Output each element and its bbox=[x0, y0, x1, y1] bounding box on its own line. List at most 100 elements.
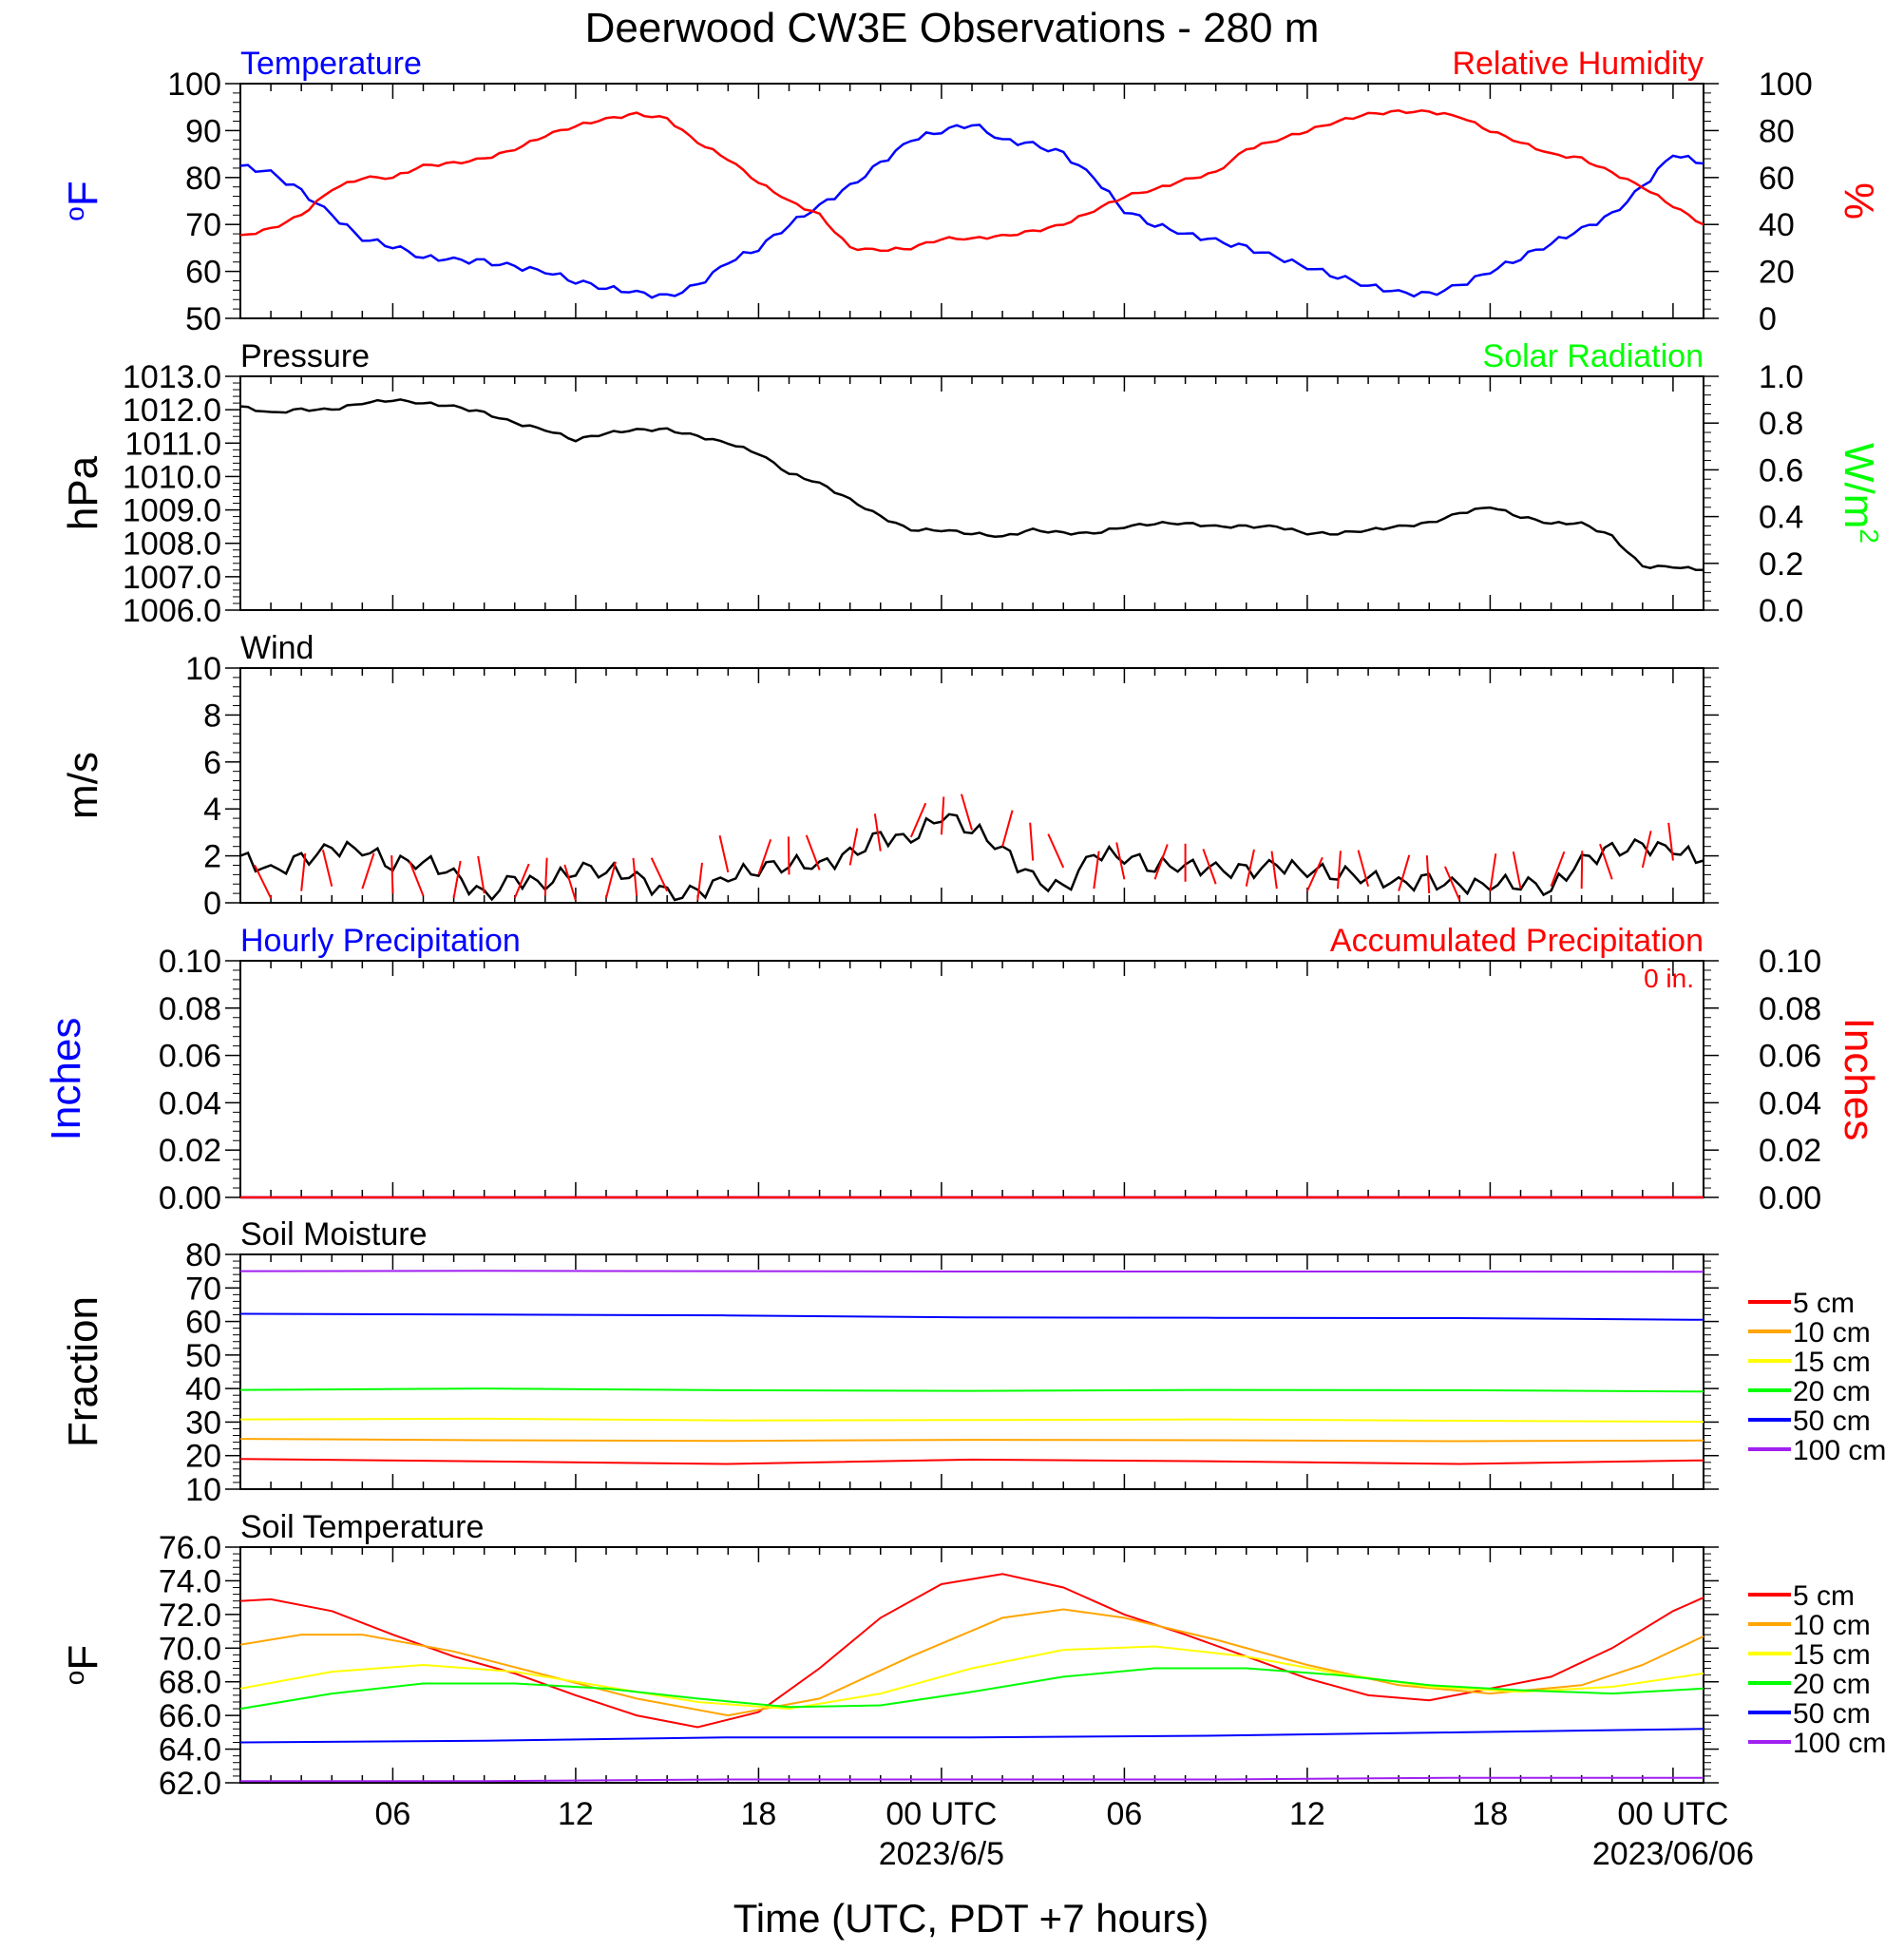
series-line-depth_15 bbox=[239, 1417, 1704, 1424]
y2-tick-label: 20 bbox=[1759, 255, 1795, 291]
wind-barb bbox=[361, 852, 375, 889]
y-tick-label: 6 bbox=[203, 745, 221, 781]
y-tick-label: 74.0 bbox=[159, 1563, 221, 1599]
wind-barb bbox=[513, 863, 530, 899]
y-tick-label: 10 bbox=[185, 1472, 221, 1508]
y-tick-label: 60 bbox=[185, 255, 221, 291]
accumulated-precip-value: 0 in. bbox=[1644, 964, 1694, 993]
y-tick-label: 1009.0 bbox=[123, 493, 221, 529]
series-line-depth_50 bbox=[239, 1312, 1704, 1321]
wind-barb bbox=[1029, 822, 1035, 861]
y-tick-label: 70.0 bbox=[159, 1631, 221, 1667]
plot-frame bbox=[239, 83, 1704, 319]
y-tick-label: 80 bbox=[185, 1237, 221, 1273]
y2-axis-unit: Inches bbox=[1836, 1018, 1882, 1141]
wind-barb bbox=[1599, 843, 1613, 880]
y-tick-label: 0 bbox=[203, 886, 221, 922]
y-tick-label: 1012.0 bbox=[123, 392, 221, 429]
wind-barb bbox=[757, 838, 772, 875]
x-tick-label: 12 bbox=[558, 1796, 594, 1832]
wind-barb bbox=[787, 836, 790, 875]
wind-barb bbox=[321, 850, 333, 887]
y2-tick-label: 0 bbox=[1759, 301, 1777, 337]
y-axis-unit: m/s bbox=[60, 752, 106, 819]
wind-barb bbox=[1270, 851, 1278, 889]
series-line-depth_20 bbox=[239, 1667, 1704, 1711]
y-tick-label: 2 bbox=[203, 839, 221, 875]
y2-tick-label: 0.00 bbox=[1759, 1180, 1821, 1216]
legend-entry: 15 cm bbox=[1793, 1639, 1871, 1671]
wind-barb bbox=[1667, 822, 1674, 861]
y-tick-label: 50 bbox=[185, 301, 221, 337]
y-tick-label: 62.0 bbox=[159, 1766, 221, 1802]
y-tick-label: 1006.0 bbox=[123, 593, 221, 629]
y2-axis-unit: W/m2 bbox=[1836, 443, 1884, 544]
wind-barb bbox=[1093, 851, 1100, 889]
y-tick-label: 72.0 bbox=[159, 1597, 221, 1634]
panel-3: 10 8 6 4 2 0 Wind m/s bbox=[60, 630, 1719, 922]
wind-barb bbox=[1443, 866, 1461, 901]
panel-title: Pressure bbox=[240, 338, 370, 374]
wind-barb bbox=[1001, 810, 1014, 847]
wind-barb bbox=[1047, 833, 1065, 869]
plot-frame bbox=[239, 375, 1704, 611]
x-tick-label: 00 UTC bbox=[1617, 1796, 1728, 1832]
y2-tick-label: 0.06 bbox=[1759, 1039, 1821, 1075]
wind-barb bbox=[1115, 842, 1126, 880]
wind-barb bbox=[718, 835, 730, 873]
y2-tick-label: 60 bbox=[1759, 161, 1795, 197]
legend-entry: 50 cm bbox=[1793, 1698, 1871, 1730]
x-tick-date: 2023/6/5 bbox=[879, 1836, 1004, 1872]
series-line-depth_10 bbox=[239, 1608, 1704, 1717]
x-tick-label: 00 UTC bbox=[885, 1796, 997, 1832]
wind-barb bbox=[696, 862, 703, 901]
y2-tick-label: 0.02 bbox=[1759, 1133, 1821, 1169]
y-tick-label: 70 bbox=[185, 1271, 221, 1307]
panel-title: Soil Temperature bbox=[240, 1509, 484, 1545]
y-tick-label: 4 bbox=[203, 792, 221, 828]
wind-barb bbox=[563, 864, 577, 901]
y-tick-label: 20 bbox=[185, 1439, 221, 1475]
y2-tick-label: 0.4 bbox=[1759, 500, 1803, 536]
y-tick-label: 1007.0 bbox=[123, 560, 221, 596]
x-tick-label: 12 bbox=[1289, 1796, 1325, 1832]
y-axis-unit: oF bbox=[60, 1645, 106, 1685]
y2-tick-label: 1.0 bbox=[1759, 359, 1803, 395]
wind-barb bbox=[1306, 856, 1323, 892]
y-tick-label: 80 bbox=[185, 161, 221, 197]
panel-right-title: Solar Radiation bbox=[1483, 338, 1704, 374]
wind-barb bbox=[873, 813, 882, 851]
x-tick-label: 18 bbox=[741, 1796, 777, 1832]
y-tick-label: 0.06 bbox=[159, 1039, 221, 1075]
y-tick-label: 1011.0 bbox=[125, 426, 221, 462]
wind-barb bbox=[1202, 849, 1217, 885]
wind-barb bbox=[1489, 853, 1497, 891]
y2-tick-label: 0.8 bbox=[1759, 406, 1803, 442]
panel-title: Wind bbox=[240, 630, 314, 666]
y-tick-label: 1013.0 bbox=[123, 359, 221, 395]
wind-barb bbox=[1425, 855, 1431, 894]
wind-barb bbox=[909, 802, 927, 838]
y-tick-label: 60 bbox=[185, 1305, 221, 1341]
wind-barb bbox=[452, 860, 462, 899]
plot-frame bbox=[239, 1546, 1704, 1784]
y2-tick-label: 100 bbox=[1759, 67, 1813, 103]
wind-barb bbox=[1398, 854, 1411, 891]
y2-tick-label: 80 bbox=[1759, 113, 1795, 149]
wind-barb bbox=[477, 855, 486, 894]
y-tick-label: 0.02 bbox=[159, 1133, 221, 1169]
y-tick-label: 30 bbox=[185, 1405, 221, 1441]
wind-barb bbox=[1245, 849, 1255, 887]
x-axis-label: Time (UTC, PDT +7 hours) bbox=[733, 1896, 1209, 1941]
panel-title: Temperature bbox=[240, 46, 422, 82]
y-tick-label: 0.00 bbox=[159, 1180, 221, 1216]
plot-frame bbox=[239, 1253, 1704, 1490]
plot-frame bbox=[239, 960, 1704, 1198]
wind-barb bbox=[650, 857, 669, 892]
y-tick-label: 40 bbox=[185, 1371, 221, 1407]
series-line-humidity bbox=[239, 109, 1704, 253]
wind-barb bbox=[960, 794, 973, 831]
